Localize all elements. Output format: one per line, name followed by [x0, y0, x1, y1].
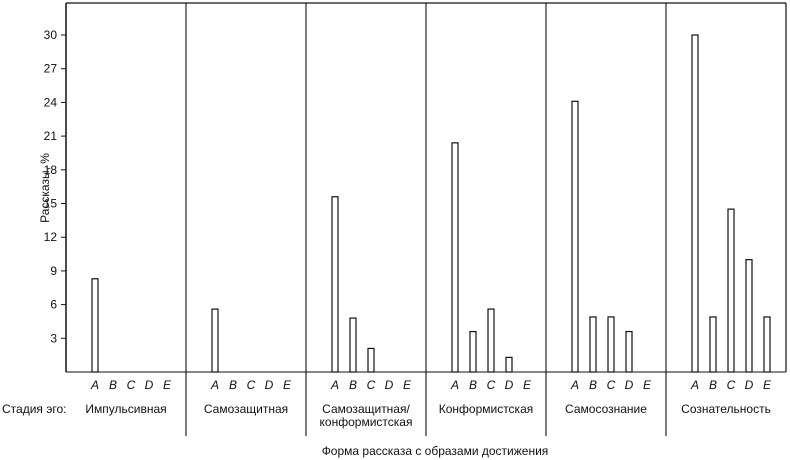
category-label: B [349, 378, 357, 392]
category-label: A [450, 378, 459, 392]
category-label: B [229, 378, 237, 392]
category-label: C [247, 378, 256, 392]
bar [709, 316, 717, 373]
bars [91, 34, 771, 373]
bar [211, 308, 219, 373]
category-label: D [505, 378, 514, 392]
category-label: A [210, 378, 219, 392]
y-tick-label: 12 [44, 230, 58, 244]
y-axis-title: Рассказы, % [38, 153, 52, 223]
y-tick-label: 24 [44, 95, 58, 109]
bar [763, 316, 771, 373]
bar [91, 278, 99, 373]
y-tick-label: 30 [44, 28, 58, 42]
category-label: D [385, 378, 394, 392]
y-tick-label: 27 [44, 62, 58, 76]
stage-label: Сознательность [681, 402, 771, 416]
category-label: A [330, 378, 339, 392]
y-axis-ticks: 3 6 9 12 15 18 21 24 27 30 [44, 28, 66, 345]
category-label: B [589, 378, 597, 392]
stage-label: Импульсивная [85, 402, 166, 416]
category-label: D [745, 378, 754, 392]
stage-row-label: Стадия эго: [2, 402, 66, 416]
bar [745, 259, 753, 373]
category-label: B [109, 378, 117, 392]
bar [505, 356, 513, 373]
bar [349, 317, 357, 373]
category-label: A [90, 378, 99, 392]
y-tick-label: 3 [50, 331, 57, 345]
plot-frame [65, 2, 787, 436]
stage-labels: Импульсивная Самозащитная Самозащитная/кон… [85, 402, 770, 429]
stage-label: Самосознание [565, 402, 647, 416]
category-label: B [469, 378, 477, 392]
bar [691, 34, 699, 373]
category-label: C [607, 378, 616, 392]
x-axis-title: Форма рассказа с образами достижения [322, 444, 549, 458]
y-tick-label: 9 [50, 264, 57, 278]
bar [469, 330, 477, 373]
bar [451, 142, 459, 373]
category-label: D [145, 378, 154, 392]
category-label: E [523, 378, 532, 392]
category-label: D [625, 378, 634, 392]
y-tick-label: 15 [44, 197, 58, 211]
category-label: C [487, 378, 496, 392]
bar [331, 196, 339, 373]
stage-label: Самозащитная [204, 402, 288, 416]
y-tick-label: 21 [44, 129, 58, 143]
bar [625, 330, 633, 373]
category-label: E [403, 378, 412, 392]
category-label: E [163, 378, 172, 392]
category-label: E [763, 378, 772, 392]
category-label: E [283, 378, 292, 392]
category-label: C [127, 378, 136, 392]
category-label: C [727, 378, 736, 392]
category-label: A [690, 378, 699, 392]
category-label: D [265, 378, 274, 392]
stage-label: Самозащитная/конформистская [320, 402, 413, 429]
bar [589, 316, 597, 373]
bar [607, 316, 615, 373]
bar [487, 308, 495, 373]
category-label: B [709, 378, 717, 392]
bar [367, 347, 375, 373]
category-label: C [367, 378, 376, 392]
bar [571, 100, 579, 373]
category-label: E [643, 378, 652, 392]
y-tick-label: 6 [50, 298, 57, 312]
bar [727, 208, 735, 373]
y-tick-label: 18 [44, 163, 58, 177]
stage-label: Конформистская [439, 402, 534, 416]
category-label: A [570, 378, 579, 392]
